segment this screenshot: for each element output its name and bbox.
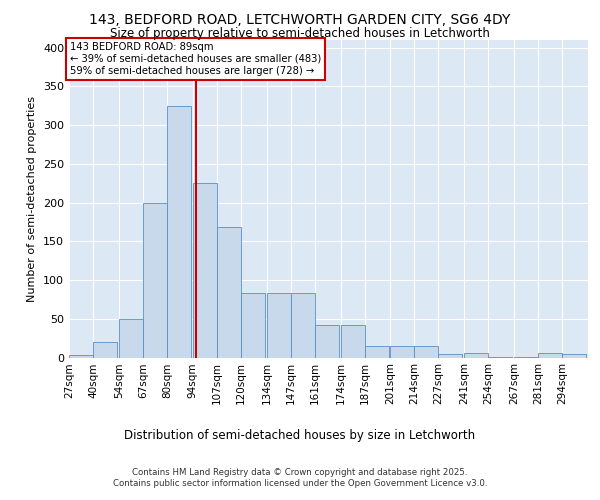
Bar bbox=[266, 293, 290, 358]
Bar bbox=[119, 319, 143, 358]
Y-axis label: Number of semi-detached properties: Number of semi-detached properties bbox=[28, 96, 37, 302]
Bar bbox=[439, 354, 463, 358]
Bar bbox=[193, 184, 217, 358]
Text: Contains HM Land Registry data © Crown copyright and database right 2025.
Contai: Contains HM Land Registry data © Crown c… bbox=[113, 468, 487, 487]
Bar bbox=[167, 106, 191, 358]
Text: 143 BEDFORD ROAD: 89sqm
← 39% of semi-detached houses are smaller (483)
59% of s: 143 BEDFORD ROAD: 89sqm ← 39% of semi-de… bbox=[70, 42, 321, 76]
Bar bbox=[314, 325, 338, 358]
Bar bbox=[217, 228, 241, 358]
Bar bbox=[488, 356, 512, 358]
Bar bbox=[241, 293, 265, 358]
Bar bbox=[514, 356, 538, 358]
Bar bbox=[464, 353, 488, 358]
Bar bbox=[562, 354, 586, 358]
Bar bbox=[341, 325, 365, 358]
Bar bbox=[415, 346, 439, 358]
Bar bbox=[143, 202, 167, 358]
Bar bbox=[391, 346, 415, 358]
Bar bbox=[93, 342, 117, 357]
Text: 143, BEDFORD ROAD, LETCHWORTH GARDEN CITY, SG6 4DY: 143, BEDFORD ROAD, LETCHWORTH GARDEN CIT… bbox=[89, 12, 511, 26]
Text: Distribution of semi-detached houses by size in Letchworth: Distribution of semi-detached houses by … bbox=[124, 430, 476, 442]
Bar bbox=[69, 355, 93, 358]
Bar bbox=[365, 346, 389, 358]
Bar bbox=[538, 353, 562, 358]
Bar bbox=[290, 293, 314, 358]
Text: Size of property relative to semi-detached houses in Letchworth: Size of property relative to semi-detach… bbox=[110, 28, 490, 40]
